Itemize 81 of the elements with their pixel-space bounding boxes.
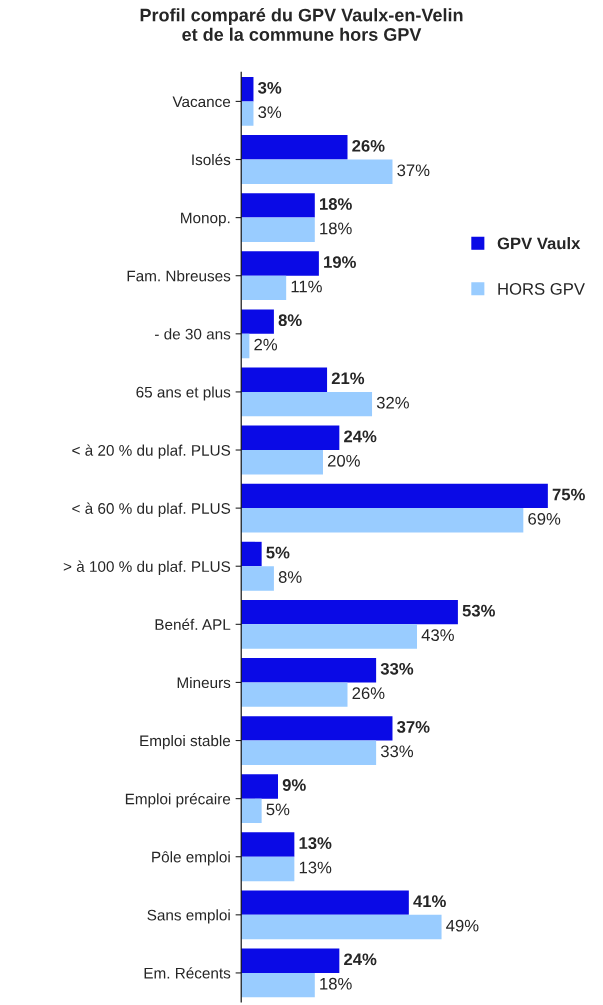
y-tick-label: 65 ans et plus [136, 386, 231, 401]
y-tick-label: Pôle emploi [152, 851, 230, 866]
y-tick-label: - de 30 ans [155, 328, 231, 340]
bar [241, 682, 348, 707]
y-tick-label: Fam. Nbreuses [127, 270, 231, 282]
y-tick-label: Em. Récents [144, 967, 231, 979]
bar [241, 856, 295, 882]
data-label: 18% [320, 977, 352, 990]
bar [241, 391, 373, 417]
y-tick-label: Isolés [192, 153, 231, 166]
chart-title: Profil comparé du GPV Vaulx-en-Velin et de la commune hors GPV [140, 8, 463, 41]
bar [241, 367, 328, 392]
data-label: 8% [278, 571, 302, 583]
bar [241, 193, 315, 218]
bar [241, 251, 319, 276]
data-label: 53% [462, 604, 495, 617]
data-label: 33% [380, 745, 414, 758]
data-label: 43% [421, 629, 454, 641]
bar [241, 566, 274, 591]
data-label: 20% [327, 454, 360, 467]
data-label: 3% [258, 106, 282, 119]
data-label: 5% [266, 803, 290, 816]
y-tick-label: < à 20 % du plaf. PLUS [72, 444, 231, 459]
bar [241, 275, 287, 301]
data-label: 75% [552, 488, 585, 501]
bar [241, 798, 262, 824]
data-label: 41% [413, 895, 446, 908]
data-label: 37% [397, 164, 430, 177]
bar [241, 774, 278, 799]
data-label: 19% [324, 256, 356, 268]
data-label: 9% [282, 779, 306, 791]
data-label: 8% [278, 314, 302, 327]
legend-label: GPV Vaulx [497, 237, 581, 250]
bar [241, 508, 524, 533]
data-label: 13% [299, 861, 332, 874]
bar [241, 740, 377, 765]
y-tick-label: Emploi stable [140, 734, 231, 750]
data-label: 32% [376, 396, 409, 409]
bar [241, 658, 377, 683]
data-label: 24% [344, 430, 377, 443]
data-label: 13% [299, 837, 332, 850]
data-label: 2% [254, 338, 278, 351]
bar [241, 972, 315, 998]
bar [241, 135, 348, 160]
bar [241, 541, 262, 567]
data-label: 21% [331, 372, 365, 385]
bar [241, 914, 442, 940]
y-tick-label: Emploi précaire [125, 793, 231, 808]
y-tick-label: Mineurs [177, 676, 231, 689]
y-tick-label: Monop. [181, 212, 230, 227]
legend-label: HORS GPV [498, 283, 585, 295]
data-label: 26% [352, 139, 385, 152]
data-label: 33% [380, 662, 414, 675]
bar [241, 624, 418, 649]
y-tick-label: < à 60 % du plaf. PLUS [72, 502, 231, 517]
data-label: 18% [320, 198, 352, 210]
data-label: 37% [397, 721, 430, 733]
data-label: 49% [446, 919, 479, 932]
data-label: 5% [266, 546, 290, 559]
data-label: 3% [258, 81, 282, 94]
data-label: 24% [344, 953, 377, 966]
bar [241, 425, 340, 451]
y-tick-label: Sans emploi [147, 909, 230, 924]
y-tick-label: Vacance [172, 96, 231, 108]
bar [241, 890, 409, 915]
y-tick-label: > à 100 % du plaf. PLUS [63, 560, 231, 576]
bar [241, 832, 295, 857]
data-label: 69% [528, 512, 561, 525]
bar [241, 599, 458, 625]
y-tick-label: Benéf. APL [155, 618, 231, 631]
data-label: 26% [352, 687, 385, 700]
bar [241, 101, 254, 126]
bar [241, 483, 548, 509]
bar [241, 716, 393, 741]
data-label: 11% [291, 280, 322, 293]
bar [241, 450, 323, 475]
bar [241, 217, 315, 243]
bar [241, 309, 274, 334]
bar [241, 948, 340, 973]
bar [241, 159, 393, 184]
data-label: 18% [320, 222, 352, 235]
